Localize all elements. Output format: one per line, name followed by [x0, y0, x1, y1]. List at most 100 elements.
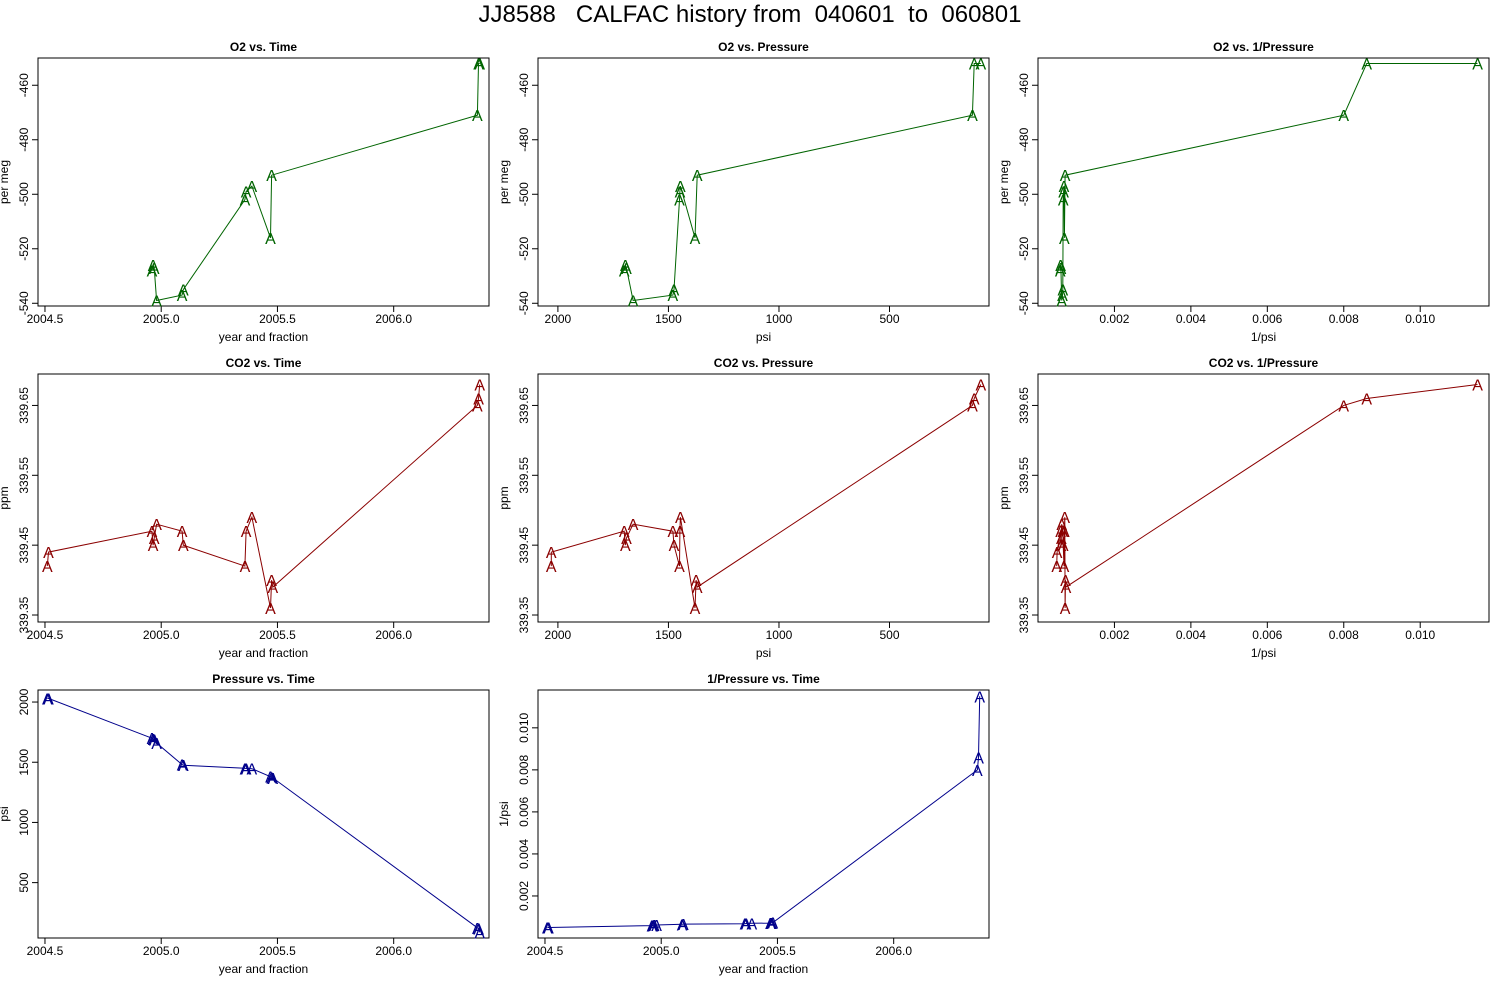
data-point-marker: A — [1058, 524, 1069, 541]
data-point-marker: A — [668, 288, 679, 305]
data-point-marker: A — [147, 264, 158, 281]
y-tick-label: 339.35 — [17, 596, 31, 633]
data-point-marker: A — [1338, 398, 1349, 415]
y-tick-label: 339.35 — [517, 596, 531, 633]
data-point-marker: A — [178, 758, 189, 775]
panel-o2-vs-inv-pressure: O2 vs. 1/Pressure 0.002 0.004 0.006 0.008 0.0… — [997, 40, 1490, 344]
data-point-marker: A — [177, 288, 188, 305]
data-point-marker: A — [668, 524, 679, 541]
data-point-marker: A — [149, 261, 160, 278]
x-axis-label: psi — [756, 646, 771, 660]
x-tick-label: 2000 — [545, 312, 572, 326]
data-point-marker: A — [628, 294, 639, 311]
x-tick-label: 500 — [879, 628, 899, 642]
y-axis-label: ppm — [0, 486, 11, 509]
data-point-marker: A — [967, 398, 978, 415]
x-tick-label: 0.002 — [1099, 312, 1129, 326]
panel-title: CO2 vs. 1/Pressure — [1209, 356, 1319, 370]
data-point-marker: A — [973, 750, 984, 767]
y-axis-label: ppm — [497, 486, 511, 509]
series-line — [1056, 384, 1478, 609]
data-point-marker: A — [621, 261, 632, 278]
panel-inv-pressure-vs-time: 1/Pressure vs. Time 2004.5 2005.0 2005.5 200… — [497, 672, 990, 976]
data-point-marker: A — [42, 559, 53, 576]
data-point-marker: A — [1472, 377, 1483, 394]
data-point-marker: A — [690, 231, 701, 248]
y-tick-label: -520 — [17, 236, 31, 260]
x-axis-label: year and fraction — [219, 646, 308, 660]
x-tick-label: 0.004 — [1176, 312, 1206, 326]
data-point-marker: A — [975, 56, 986, 73]
data-point-marker: A — [147, 524, 158, 541]
y-tick-label: -520 — [517, 236, 531, 260]
data-point-marker: A — [1058, 538, 1069, 555]
y-tick-label: 339.35 — [1017, 596, 1031, 633]
series-line — [547, 696, 981, 929]
y-tick-label: 339.55 — [17, 457, 31, 494]
data-point-marker: A — [675, 510, 686, 527]
data-point-marker: A — [266, 168, 277, 185]
data-point-marker: A — [1059, 510, 1070, 527]
data-point-marker: A — [1472, 56, 1483, 73]
data-point-marker: A — [267, 771, 278, 788]
y-tick-label: -480 — [1017, 127, 1031, 151]
plot-frame — [1037, 373, 1490, 623]
data-point-marker: A — [178, 283, 189, 300]
data-point-marker: A — [675, 524, 686, 541]
y-tick-label: 339.55 — [1017, 457, 1031, 494]
y-axis-label: psi — [0, 806, 11, 821]
data-point-marker: A — [766, 916, 777, 933]
figure-title: JJ8588 CALFAC history from 040601 to 060… — [478, 1, 1022, 28]
panel-co2-vs-time: CO2 vs. Time 2004.5 2005.0 2005.5 2006.0 339.… — [0, 356, 490, 660]
x-tick-label: 1500 — [655, 628, 682, 642]
y-tick-label: -480 — [17, 127, 31, 151]
data-point-marker: A — [247, 510, 258, 527]
data-point-marker: A — [678, 917, 689, 934]
x-tick-label: 2005.5 — [259, 944, 296, 958]
data-point-marker: A — [265, 231, 276, 248]
data-point-marker: A — [546, 545, 557, 562]
y-tick-label: 339.65 — [17, 387, 31, 424]
x-tick-label: 2006.0 — [375, 312, 412, 326]
y-tick-label: -460 — [1017, 73, 1031, 97]
data-point-marker: A — [472, 398, 483, 415]
series-line — [151, 63, 480, 302]
data-point-marker: A — [1052, 545, 1063, 562]
data-point-marker: A — [473, 391, 484, 408]
y-tick-label: -500 — [517, 182, 531, 206]
data-point-marker: A — [240, 559, 251, 576]
y-axis-label: per meg — [497, 160, 511, 204]
data-point-marker: A — [692, 168, 703, 185]
series-line — [550, 384, 982, 609]
y-tick-label: 0.002 — [517, 881, 531, 911]
x-tick-label: 2000 — [545, 628, 572, 642]
panel-title: CO2 vs. Pressure — [714, 356, 814, 370]
data-point-marker: A — [619, 264, 630, 281]
data-point-marker: A — [619, 524, 630, 541]
data-point-marker: A — [473, 56, 484, 73]
x-axis-label: year and fraction — [219, 330, 308, 344]
x-tick-label: 0.008 — [1329, 312, 1359, 326]
data-point-marker: A — [765, 916, 776, 933]
plot-frame — [37, 57, 490, 307]
data-point-marker: A — [975, 377, 986, 394]
y-tick-label: -460 — [517, 73, 531, 97]
x-tick-label: 0.006 — [1252, 628, 1282, 642]
data-point-marker: A — [969, 391, 980, 408]
data-point-marker: A — [472, 108, 483, 125]
data-point-marker: A — [267, 580, 278, 597]
data-point-marker: A — [240, 193, 251, 210]
x-tick-label: 2004.5 — [27, 312, 64, 326]
data-point-marker: A — [690, 601, 701, 618]
data-point-marker: A — [972, 763, 983, 780]
data-point-marker: A — [151, 736, 162, 753]
data-point-marker: A — [473, 922, 484, 939]
data-point-marker: A — [669, 538, 680, 555]
data-point-marker: A — [148, 732, 159, 749]
data-point-marker: A — [1056, 294, 1067, 311]
data-point-marker: A — [620, 538, 631, 555]
data-point-marker: A — [1055, 524, 1066, 541]
y-tick-label: -500 — [1017, 182, 1031, 206]
panel-o2-vs-time: O2 vs. Time 2004.5 2005.0 2005.5 2006.0 -460 -… — [0, 40, 490, 344]
data-point-marker: A — [1058, 193, 1069, 210]
